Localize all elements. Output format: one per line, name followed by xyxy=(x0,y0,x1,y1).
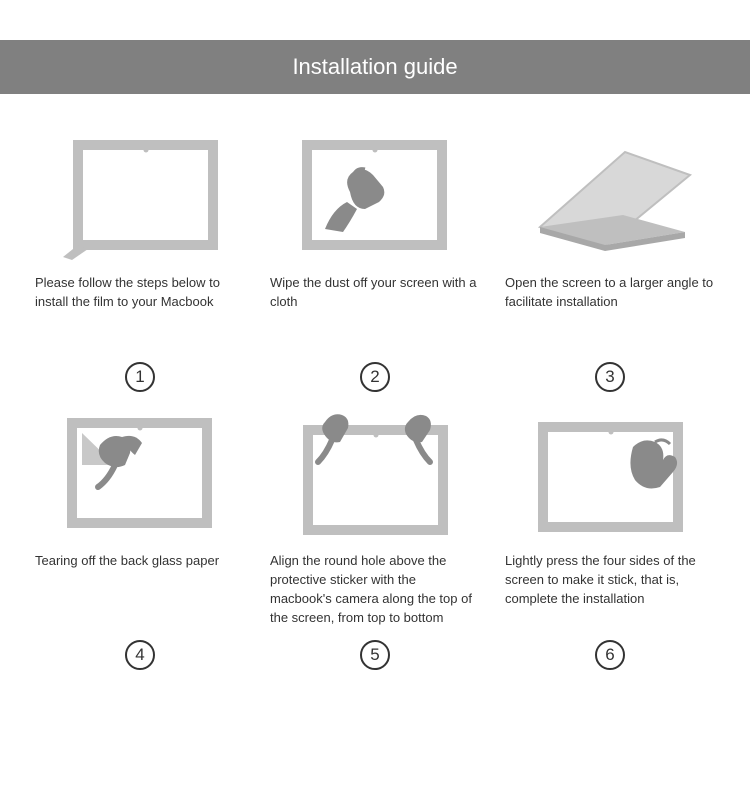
press-sides-icon xyxy=(525,412,695,542)
wipe-screen-icon xyxy=(295,137,455,262)
step-3-caption: Open the screen to a larger angle to fac… xyxy=(505,274,715,354)
step-1-number: 1 xyxy=(125,362,155,392)
step-5-number: 5 xyxy=(360,640,390,670)
step-3-illustration xyxy=(505,134,715,264)
step-2-number: 2 xyxy=(360,362,390,392)
open-laptop-icon xyxy=(525,137,695,262)
step-4-illustration xyxy=(35,412,245,542)
step-6-illustration xyxy=(505,412,715,542)
step-3: Open the screen to a larger angle to fac… xyxy=(505,134,715,392)
align-film-icon xyxy=(290,412,460,542)
film-sheet-icon xyxy=(60,137,220,262)
step-2: Wipe the dust off your screen with a clo… xyxy=(270,134,480,392)
step-4-number: 4 xyxy=(125,640,155,670)
step-2-illustration xyxy=(270,134,480,264)
step-4-caption: Tearing off the back glass paper xyxy=(35,552,245,632)
step-5-caption: Align the round hole above the protectiv… xyxy=(270,552,480,632)
step-1: Please follow the steps below to install… xyxy=(35,134,245,392)
step-5: Align the round hole above the protectiv… xyxy=(270,412,480,670)
step-4: Tearing off the back glass paper 4 xyxy=(35,412,245,670)
step-5-illustration xyxy=(270,412,480,542)
header-title: Installation guide xyxy=(292,54,457,79)
step-6: Lightly press the four sides of the scre… xyxy=(505,412,715,670)
header-bar: Installation guide xyxy=(0,40,750,94)
step-6-number: 6 xyxy=(595,640,625,670)
step-3-number: 3 xyxy=(595,362,625,392)
peel-film-icon xyxy=(60,415,220,540)
step-1-caption: Please follow the steps below to install… xyxy=(35,274,245,354)
step-2-caption: Wipe the dust off your screen with a clo… xyxy=(270,274,480,354)
step-6-caption: Lightly press the four sides of the scre… xyxy=(505,552,715,632)
step-1-illustration xyxy=(35,134,245,264)
steps-grid: Please follow the steps below to install… xyxy=(0,94,750,690)
